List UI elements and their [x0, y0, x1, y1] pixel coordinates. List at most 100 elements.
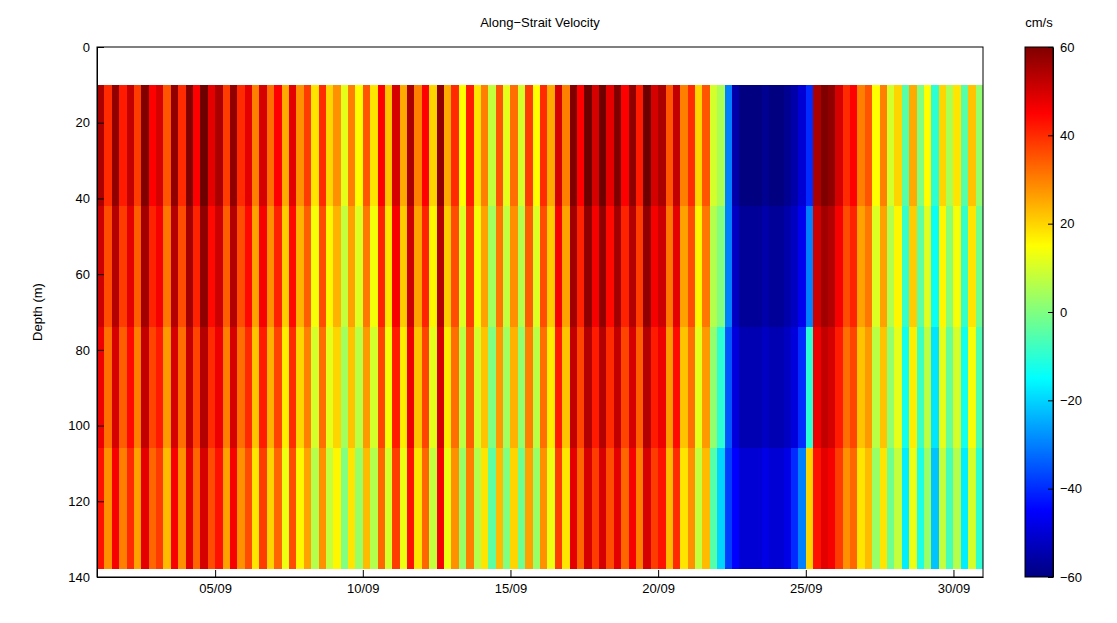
heatmap-cell	[223, 206, 231, 327]
heatmap-cell	[917, 206, 925, 327]
tick-label: −20	[1060, 393, 1082, 408]
heatmap-cell	[776, 327, 784, 448]
tick-mark	[1048, 224, 1053, 225]
heatmap-cell	[97, 448, 105, 569]
heatmap-cell	[658, 327, 666, 448]
axis-line	[97, 48, 98, 578]
heatmap-cell	[378, 327, 386, 448]
heatmap-cell	[163, 327, 171, 448]
heatmap-cell	[902, 448, 910, 569]
heatmap-cell	[688, 85, 696, 206]
heatmap-cell	[880, 448, 888, 569]
heatmap-cell	[259, 327, 267, 448]
heatmap-cell	[835, 327, 843, 448]
heatmap-cell	[762, 85, 770, 206]
heatmap-cell	[592, 448, 600, 569]
heatmap-cell	[319, 85, 327, 206]
heatmap-cell	[533, 206, 541, 327]
heatmap-cell	[444, 448, 452, 569]
heatmap-cell	[156, 206, 164, 327]
y-axis-title: Depth (m)	[30, 283, 45, 341]
tick-label: 30/09	[938, 581, 971, 596]
heatmap-cell	[259, 448, 267, 569]
heatmap-cell	[311, 448, 319, 569]
heatmap-cell	[355, 327, 363, 448]
heatmap-cell	[887, 85, 895, 206]
heatmap-cell	[621, 85, 629, 206]
heatmap-cell	[651, 85, 659, 206]
heatmap-cell	[850, 85, 858, 206]
heatmap-cell	[141, 206, 149, 327]
heatmap-cell	[333, 448, 341, 569]
heatmap-cell	[163, 206, 171, 327]
heatmap-cell	[385, 206, 393, 327]
heatmap-cell	[909, 85, 917, 206]
heatmap-cell	[784, 85, 792, 206]
tick: 05/09	[199, 570, 232, 596]
heatmap-cell	[939, 448, 947, 569]
heatmap-cell	[171, 206, 179, 327]
heatmap-cell	[230, 448, 238, 569]
heatmap-cell	[710, 206, 718, 327]
heatmap-cell	[577, 85, 585, 206]
heatmap-cell	[710, 448, 718, 569]
heatmap-cell	[363, 448, 371, 569]
heatmap-cell	[341, 327, 349, 448]
heatmap-cell	[606, 206, 614, 327]
heatmap-cell	[237, 206, 245, 327]
heatmap-cell	[673, 85, 681, 206]
heatmap-cell	[370, 206, 378, 327]
heatmap-cell	[666, 448, 674, 569]
heatmap-cell	[732, 85, 740, 206]
heatmap-cell	[784, 327, 792, 448]
heatmap-cell	[370, 448, 378, 569]
heatmap-cell	[865, 327, 873, 448]
heatmap-cell	[865, 206, 873, 327]
tick-mark	[97, 47, 104, 48]
heatmap-cell	[518, 206, 526, 327]
heatmap-cell	[208, 206, 216, 327]
heatmap-cell	[577, 448, 585, 569]
heatmap-cell	[459, 327, 467, 448]
heatmap-cell	[688, 327, 696, 448]
heatmap-cell	[592, 206, 600, 327]
heatmap-cell	[429, 206, 437, 327]
heatmap-cell	[208, 448, 216, 569]
heatmap-cell	[488, 206, 496, 327]
heatmap-cell	[156, 327, 164, 448]
tick: 30/09	[938, 570, 971, 596]
heatmap-cell	[407, 448, 415, 569]
x-axis: 05/0910/0915/0920/0925/0930/09	[98, 570, 984, 596]
heatmap-cell	[754, 327, 762, 448]
heatmap-cell	[547, 327, 555, 448]
heatmap-cell	[562, 327, 570, 448]
heatmap-cell	[510, 85, 518, 206]
heatmap-cell	[422, 327, 430, 448]
heatmap-cell	[149, 85, 157, 206]
heatmap-cell	[658, 448, 666, 569]
tick-mark	[658, 570, 659, 577]
heatmap-cell	[245, 327, 253, 448]
tick-mark	[1048, 47, 1053, 48]
heatmap-cell	[821, 206, 829, 327]
heatmap-cell	[688, 448, 696, 569]
heatmap-cell	[119, 206, 127, 327]
heatmap-cell	[422, 448, 430, 569]
heatmap-cell	[695, 85, 703, 206]
heatmap-cell	[230, 327, 238, 448]
tick-mark	[97, 501, 104, 502]
heatmap-cell	[127, 327, 135, 448]
tick-mark	[1048, 312, 1053, 313]
heatmap-cell	[200, 85, 208, 206]
heatmap-cell	[894, 85, 902, 206]
heatmap-cell	[658, 85, 666, 206]
heatmap-cell	[806, 206, 814, 327]
heatmap-cell	[245, 448, 253, 569]
heatmap-cell	[496, 448, 504, 569]
heatmap-cell	[732, 206, 740, 327]
heatmap-cell	[496, 85, 504, 206]
heatmap-cell	[503, 85, 511, 206]
tick-label: 40	[76, 191, 90, 206]
tick-label: 15/09	[495, 581, 528, 596]
heatmap-cell	[540, 448, 548, 569]
